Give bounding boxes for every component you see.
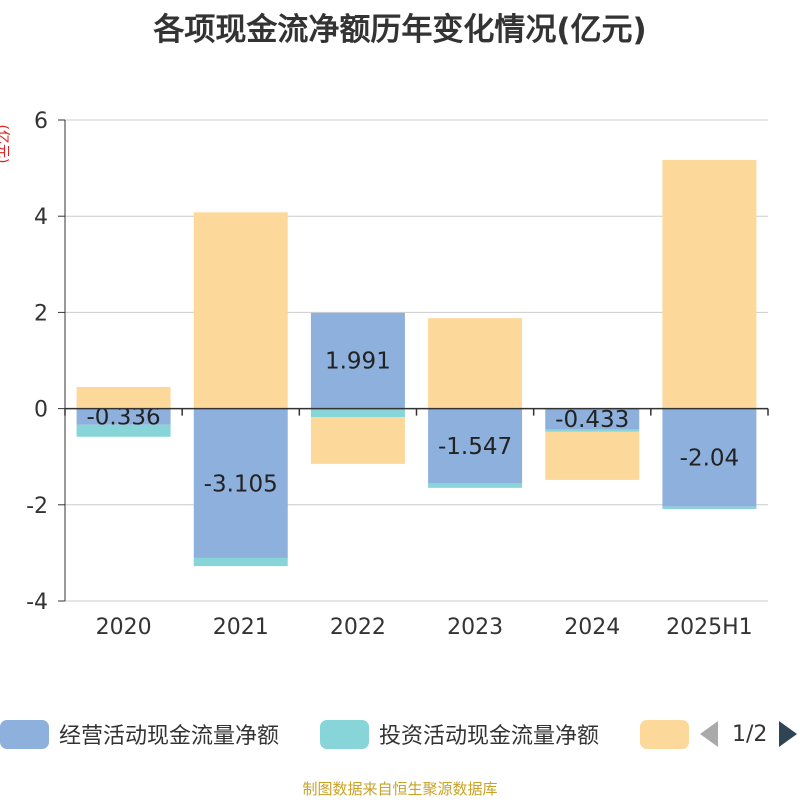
bar-series1-2025H1 xyxy=(662,506,757,510)
bar-series1-2020 xyxy=(76,424,171,437)
pager-page-indicator: 1/2 xyxy=(732,721,768,747)
x-tick-label: 2024 xyxy=(564,615,620,640)
bar-series0-2024 xyxy=(545,408,640,430)
bar-series0-2023 xyxy=(428,408,523,484)
x-tick-label: 2023 xyxy=(447,615,503,640)
data-label: -2.04 xyxy=(680,446,740,472)
bar-series2-2023 xyxy=(428,318,523,409)
y-tick-label: 4 xyxy=(34,205,48,230)
data-label: -0.433 xyxy=(555,407,629,433)
legend-swatch-third xyxy=(640,719,689,749)
legend: 经营活动现金流量净额 投资活动现金流量净额 1/2 xyxy=(0,714,800,754)
bar-series0-2020 xyxy=(76,408,171,425)
bar-series1-2022 xyxy=(310,408,405,418)
legend-label-operating: 经营活动现金流量净额 xyxy=(59,724,280,749)
data-label: -1.547 xyxy=(438,434,512,460)
legend-item-operating-cash-flow[interactable]: 经营活动现金流量净额 xyxy=(0,714,279,754)
legend-pager: 1/2 xyxy=(700,714,798,754)
bar-series1-2023 xyxy=(428,483,523,488)
bar-series0-2022 xyxy=(310,312,405,409)
x-tick-label: 2020 xyxy=(96,615,152,640)
bar-series0-2021 xyxy=(193,408,288,558)
chart-plot: -4-20246-0.336-3.1051.991-1.547-0.433-2.… xyxy=(26,109,769,640)
legend-label-investing: 投资活动现金流量净额 xyxy=(379,724,600,749)
pager-prev-icon[interactable] xyxy=(700,721,718,747)
x-tick-label: 2025H1 xyxy=(666,615,753,640)
source-footer: 制图数据来自恒生聚源数据库 xyxy=(302,780,498,798)
chart-title: 各项现金流净额历年变化情况(亿元) xyxy=(153,12,647,48)
bar-series1-2024 xyxy=(545,429,640,432)
bar-series2-2021 xyxy=(193,212,288,409)
legend-swatch-investing xyxy=(320,719,369,749)
legend-item-third-series[interactable] xyxy=(640,714,699,754)
bar-series0-2025H1 xyxy=(662,408,757,507)
bar-series2-2024 xyxy=(545,431,640,480)
pager-next-icon[interactable] xyxy=(779,721,798,747)
legend-item-investing-cash-flow[interactable]: 投资活动现金流量净额 xyxy=(320,714,599,754)
bar-series2-2025H1 xyxy=(662,159,757,409)
y-tick-label: -4 xyxy=(26,590,48,615)
y-tick-label: -2 xyxy=(26,494,48,519)
y-tick-label: 2 xyxy=(34,301,48,326)
data-label: 1.991 xyxy=(325,349,391,375)
bar-series1-2021 xyxy=(193,557,288,567)
bar-series2-2020 xyxy=(76,386,171,409)
bar-series2-2022 xyxy=(310,417,405,464)
x-tick-label: 2022 xyxy=(330,615,386,640)
legend-swatch-operating xyxy=(0,719,49,749)
y-tick-label: 6 xyxy=(34,109,48,134)
y-tick-label: 0 xyxy=(34,398,48,423)
data-label: -3.105 xyxy=(204,471,278,497)
x-tick-label: 2021 xyxy=(213,615,269,640)
